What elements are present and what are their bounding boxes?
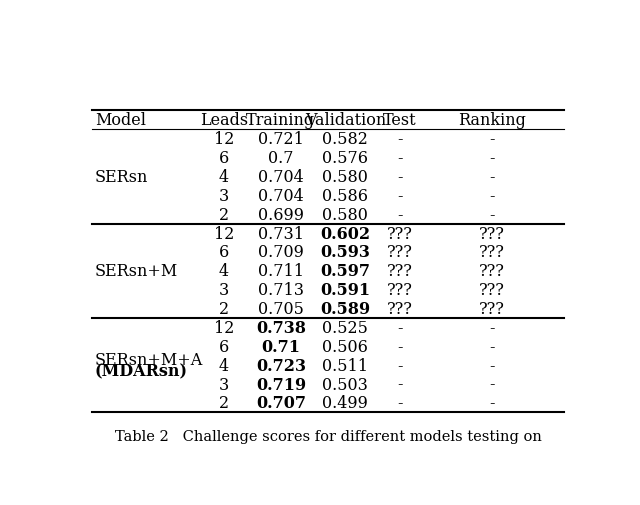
Text: -: - [489, 150, 495, 167]
Text: -: - [397, 319, 403, 336]
Text: 6: 6 [219, 244, 229, 261]
Text: 0.719: 0.719 [256, 376, 306, 393]
Text: 0.593: 0.593 [321, 244, 371, 261]
Text: ???: ??? [479, 282, 504, 298]
Text: -: - [489, 376, 495, 393]
Text: Test: Test [383, 112, 417, 129]
Text: -: - [489, 338, 495, 355]
Text: ???: ??? [387, 282, 413, 298]
Text: SERsn+M+A: SERsn+M+A [95, 351, 203, 368]
Text: 2: 2 [219, 206, 229, 223]
Text: 0.705: 0.705 [258, 300, 304, 318]
Text: 3: 3 [219, 282, 229, 298]
Text: 6: 6 [219, 338, 229, 355]
Text: 4: 4 [219, 357, 229, 374]
Text: -: - [489, 206, 495, 223]
Text: -: - [489, 187, 495, 205]
Text: 0.499: 0.499 [323, 394, 368, 412]
Text: (MDARsn): (MDARsn) [95, 363, 188, 380]
Text: 0.704: 0.704 [258, 187, 304, 205]
Text: 0.713: 0.713 [258, 282, 304, 298]
Text: 4: 4 [219, 263, 229, 280]
Text: Table 2   Challenge scores for different models testing on: Table 2 Challenge scores for different m… [115, 429, 541, 443]
Text: 12: 12 [214, 225, 234, 242]
Text: 0.589: 0.589 [320, 300, 371, 318]
Text: ???: ??? [479, 263, 504, 280]
Text: SERsn+M: SERsn+M [95, 263, 178, 280]
Text: -: - [397, 169, 403, 185]
Text: 3: 3 [219, 376, 229, 393]
Text: -: - [489, 169, 495, 185]
Text: 0.503: 0.503 [323, 376, 368, 393]
Text: Model: Model [95, 112, 146, 129]
Text: 0.709: 0.709 [258, 244, 304, 261]
Text: 0.576: 0.576 [323, 150, 369, 167]
Text: Validation: Validation [305, 112, 386, 129]
Text: 0.707: 0.707 [256, 394, 306, 412]
Text: -: - [397, 357, 403, 374]
Text: 0.7: 0.7 [268, 150, 294, 167]
Text: ???: ??? [479, 244, 504, 261]
Text: 0.597: 0.597 [321, 263, 371, 280]
Text: -: - [397, 131, 403, 148]
Text: 0.711: 0.711 [258, 263, 304, 280]
Text: -: - [397, 338, 403, 355]
Text: 0.71: 0.71 [261, 338, 300, 355]
Text: 12: 12 [214, 319, 234, 336]
Text: -: - [397, 376, 403, 393]
Text: ???: ??? [479, 225, 504, 242]
Text: 0.699: 0.699 [258, 206, 304, 223]
Text: 0.591: 0.591 [320, 282, 371, 298]
Text: -: - [489, 394, 495, 412]
Text: 4: 4 [219, 169, 229, 185]
Text: SERsn: SERsn [95, 169, 148, 185]
Text: Training: Training [246, 112, 316, 129]
Text: 2: 2 [219, 394, 229, 412]
Text: ???: ??? [387, 225, 413, 242]
Text: 0.731: 0.731 [258, 225, 304, 242]
Text: -: - [397, 206, 403, 223]
Text: ???: ??? [387, 300, 413, 318]
Text: ???: ??? [387, 263, 413, 280]
Text: 2: 2 [219, 300, 229, 318]
Text: -: - [489, 319, 495, 336]
Text: 0.586: 0.586 [323, 187, 369, 205]
Text: -: - [397, 394, 403, 412]
Text: 0.525: 0.525 [323, 319, 368, 336]
Text: ???: ??? [387, 244, 413, 261]
Text: -: - [397, 187, 403, 205]
Text: 0.582: 0.582 [323, 131, 368, 148]
Text: 0.738: 0.738 [256, 319, 306, 336]
Text: 0.704: 0.704 [258, 169, 304, 185]
Text: 0.511: 0.511 [323, 357, 369, 374]
Text: 3: 3 [219, 187, 229, 205]
Text: 0.602: 0.602 [320, 225, 371, 242]
Text: ???: ??? [479, 300, 504, 318]
Text: 0.580: 0.580 [323, 206, 368, 223]
Text: 0.506: 0.506 [323, 338, 368, 355]
Text: -: - [489, 357, 495, 374]
Text: 6: 6 [219, 150, 229, 167]
Text: 12: 12 [214, 131, 234, 148]
Text: Leads: Leads [200, 112, 248, 129]
Text: 0.721: 0.721 [258, 131, 304, 148]
Text: -: - [397, 150, 403, 167]
Text: -: - [489, 131, 495, 148]
Text: Ranking: Ranking [458, 112, 525, 129]
Text: 0.580: 0.580 [323, 169, 368, 185]
Text: 0.723: 0.723 [256, 357, 306, 374]
